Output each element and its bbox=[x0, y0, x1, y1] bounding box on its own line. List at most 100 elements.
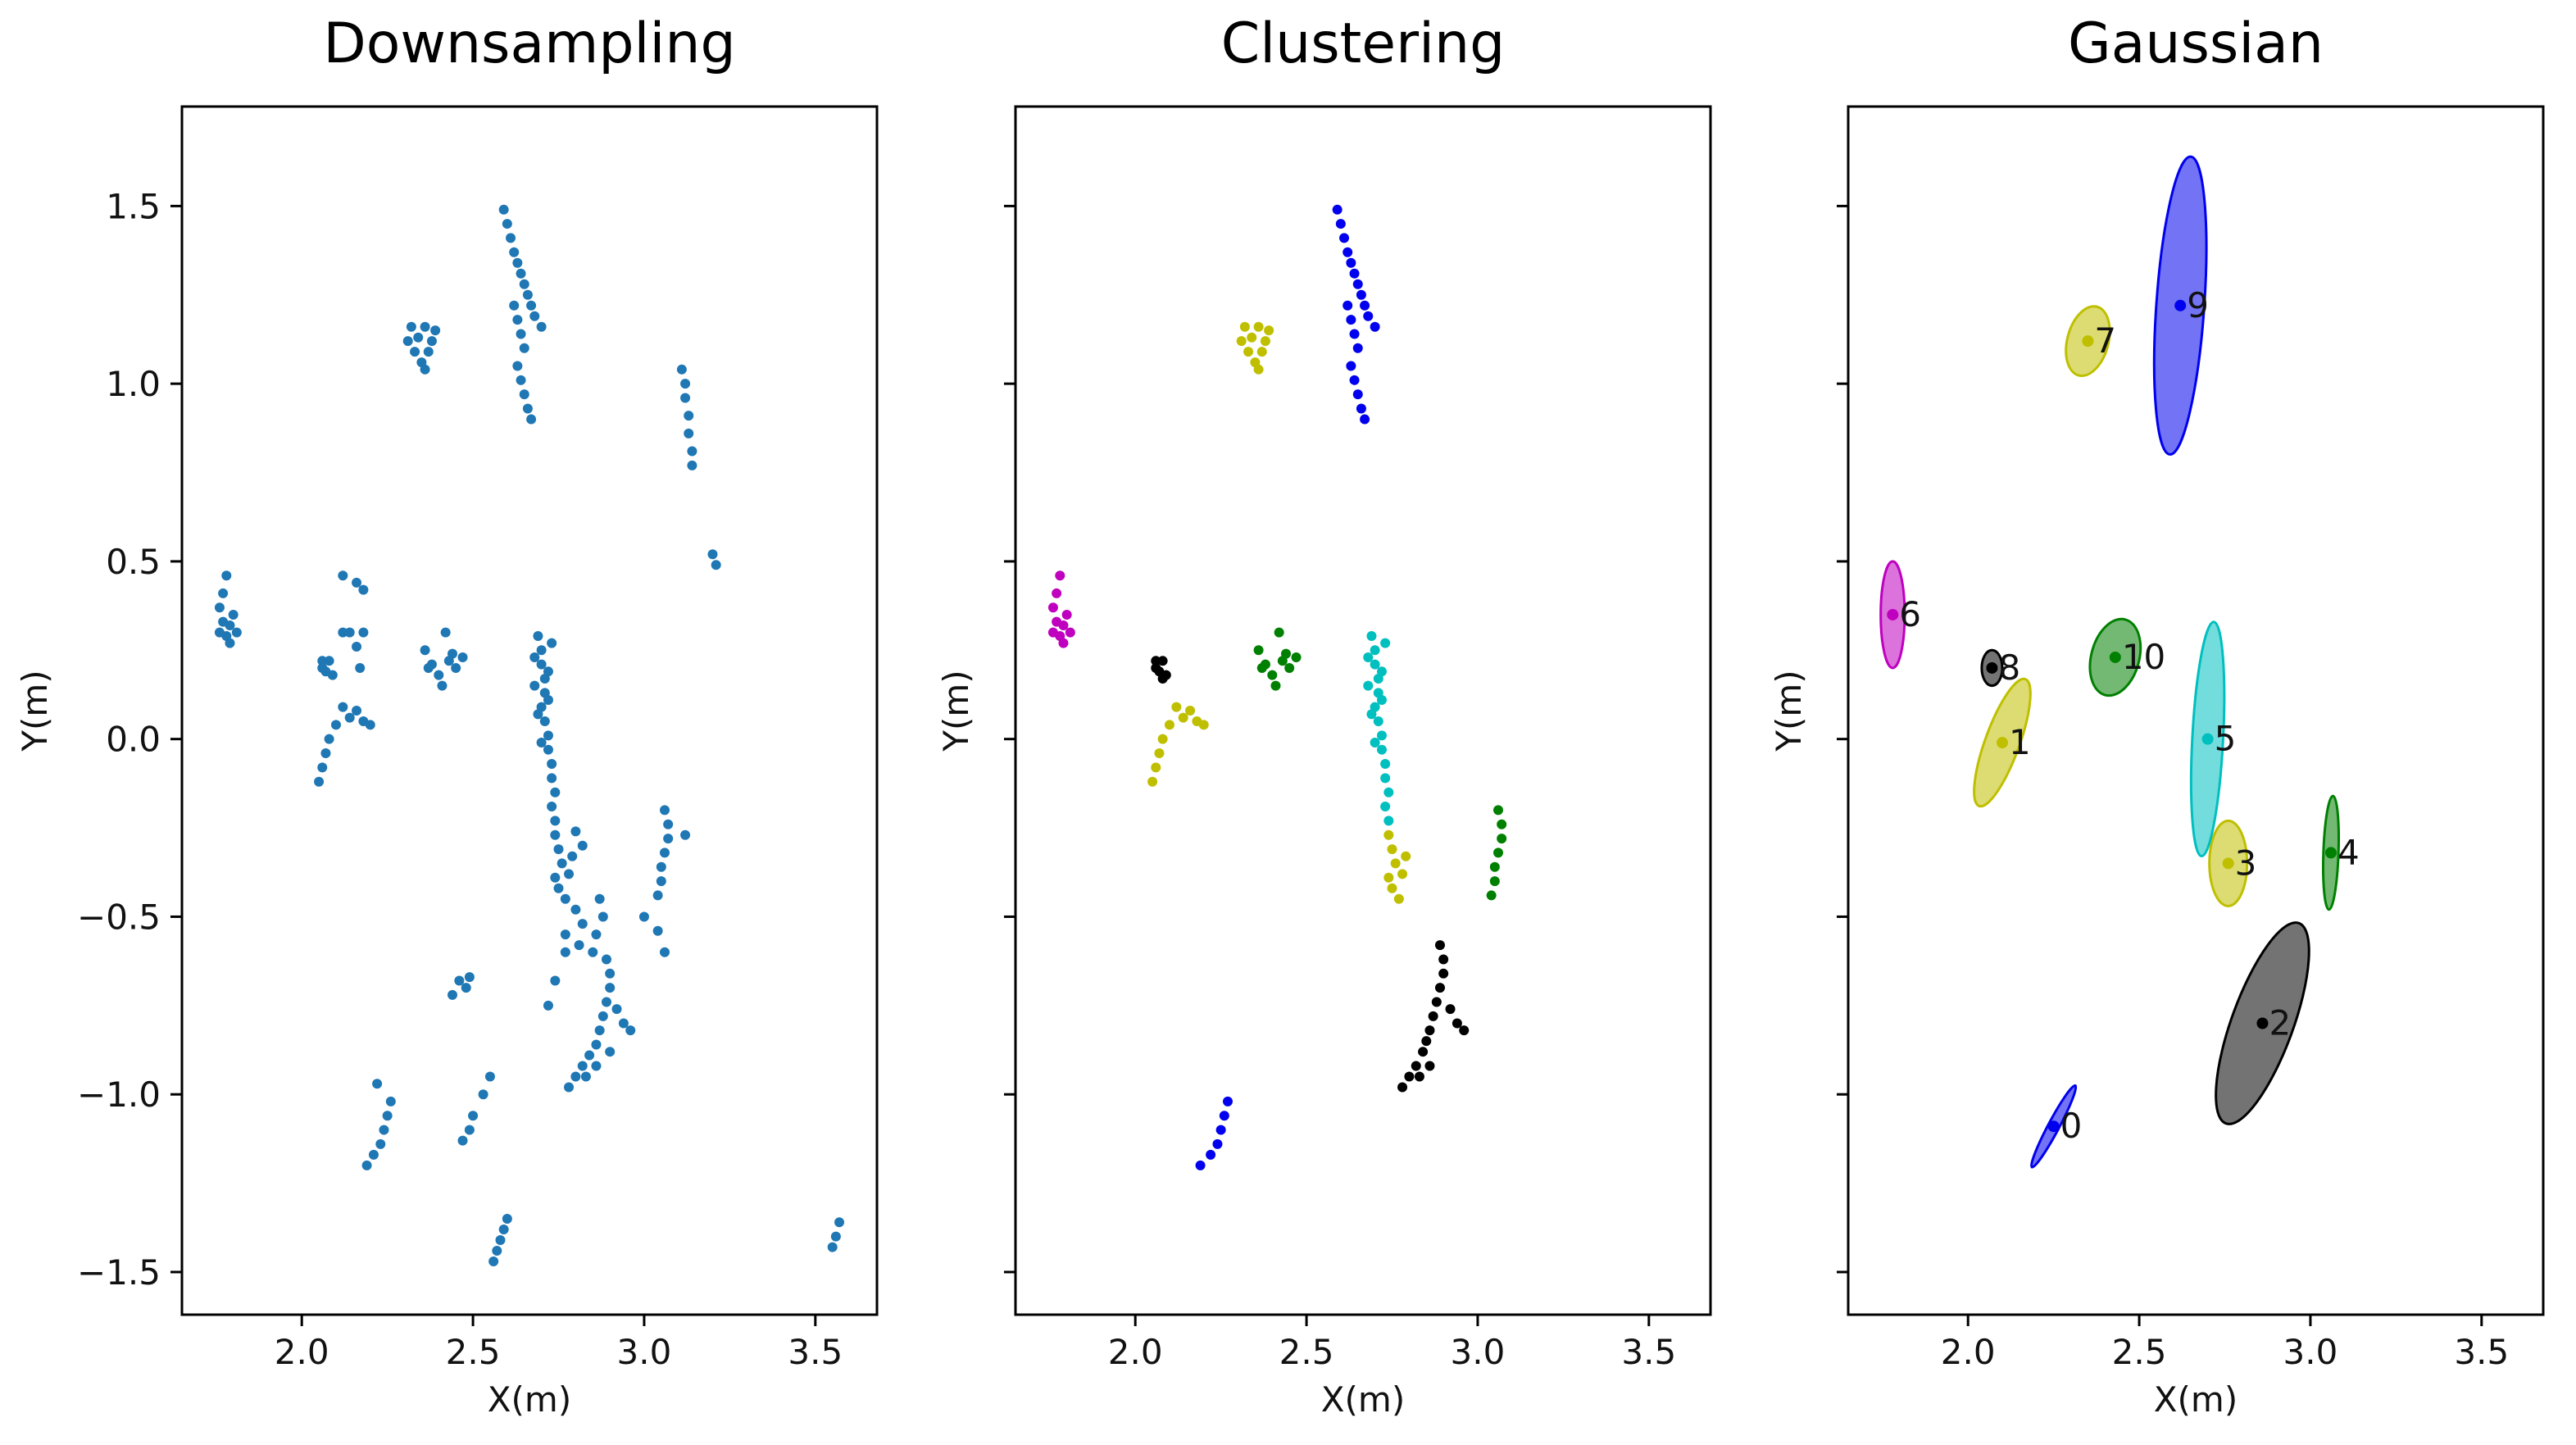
scatter-point bbox=[625, 1025, 636, 1036]
x-tick-label: 2.5 bbox=[2112, 1332, 2167, 1372]
scatter-point bbox=[338, 627, 348, 638]
scatter-point bbox=[231, 627, 242, 638]
ellipse-label: 3 bbox=[2235, 843, 2257, 883]
scatter-point bbox=[1349, 268, 1360, 279]
scatter-point bbox=[529, 680, 540, 691]
scatter-point bbox=[1346, 257, 1356, 268]
ellipse-label: 6 bbox=[1899, 594, 1921, 634]
scatter-point bbox=[379, 1125, 389, 1135]
scatter-point bbox=[1376, 744, 1387, 755]
scatter-point bbox=[1284, 662, 1295, 673]
scatter-point bbox=[557, 858, 567, 869]
scatter-point bbox=[560, 893, 570, 904]
scatter-point bbox=[352, 577, 362, 588]
scatter-point bbox=[1256, 347, 1267, 357]
scatter-point bbox=[830, 1231, 841, 1242]
scatter-point bbox=[1434, 940, 1445, 951]
y-tick-label: 0.5 bbox=[106, 542, 161, 582]
x-tick-label: 2.5 bbox=[1279, 1332, 1334, 1372]
scatter-point bbox=[1185, 706, 1196, 716]
scatter-point bbox=[214, 627, 225, 638]
scatter-point bbox=[1363, 680, 1374, 691]
y-tick-label: −0.5 bbox=[77, 897, 161, 937]
ellipse-center-point bbox=[2109, 651, 2121, 663]
scatter-point bbox=[1151, 662, 1161, 673]
scatter-point bbox=[618, 1018, 629, 1029]
scatter-point bbox=[1497, 834, 1507, 844]
scatter-point bbox=[330, 720, 341, 730]
scatter-point bbox=[550, 975, 561, 986]
scatter-point bbox=[1154, 748, 1165, 759]
scatter-point bbox=[652, 925, 663, 936]
scatter-point bbox=[1222, 1096, 1233, 1106]
scatter-point bbox=[488, 1256, 499, 1266]
scatter-point bbox=[656, 876, 666, 887]
scatter-point bbox=[1061, 609, 1072, 620]
scatter-point bbox=[684, 428, 694, 438]
scatter-point bbox=[440, 627, 451, 638]
scatter-point bbox=[533, 630, 543, 641]
scatter-point bbox=[1055, 570, 1065, 581]
scatter-point bbox=[1424, 1061, 1435, 1071]
scatter-point bbox=[443, 656, 454, 666]
scatter-point bbox=[1219, 1111, 1229, 1121]
scatter-point bbox=[1397, 869, 1408, 879]
scatter-point bbox=[584, 1050, 595, 1061]
scatter-point bbox=[543, 730, 553, 741]
scatter-point bbox=[570, 1071, 581, 1082]
ellipse-center-point bbox=[2325, 847, 2337, 859]
scatter-point bbox=[539, 716, 550, 727]
x-tick-label: 3.0 bbox=[2283, 1332, 2338, 1372]
scatter-point bbox=[547, 759, 557, 770]
scatter-point bbox=[577, 1061, 588, 1071]
scatter-point bbox=[605, 968, 616, 979]
scatter-point bbox=[457, 1135, 468, 1146]
scatter-point bbox=[1164, 720, 1174, 730]
y-axis-label: Y(m) bbox=[15, 670, 55, 752]
scatter-point bbox=[1267, 670, 1278, 680]
scatter-point bbox=[553, 844, 564, 855]
scatter-point bbox=[1274, 627, 1284, 638]
scatter-point bbox=[1178, 712, 1188, 723]
scatter-point bbox=[1215, 1125, 1226, 1135]
scatter-point bbox=[430, 325, 441, 336]
scatter-point bbox=[827, 1242, 838, 1252]
scatter-point bbox=[594, 893, 605, 904]
scatter-point bbox=[413, 332, 424, 343]
scatter-point bbox=[1370, 659, 1380, 670]
scatter-point bbox=[680, 393, 691, 403]
scatter-point bbox=[1387, 883, 1397, 893]
scatter-point bbox=[225, 638, 235, 648]
scatter-point bbox=[1212, 1138, 1223, 1149]
chart-panel-1: Downsampling 2.0 2.5 3.0 3.5 1.5 1.0 0.5 0.0 −0.5… bbox=[15, 11, 879, 1420]
scatter-point bbox=[1370, 645, 1380, 656]
scatter-point bbox=[550, 829, 561, 840]
scatter-point bbox=[314, 776, 325, 787]
scatter-point bbox=[1147, 776, 1158, 787]
scatter-point bbox=[663, 819, 674, 829]
ellipse-center-point bbox=[1986, 661, 1998, 674]
scatter-point bbox=[352, 706, 362, 716]
scatter-point bbox=[225, 620, 235, 630]
scatter-point bbox=[1366, 630, 1377, 641]
scatter-point bbox=[580, 1071, 591, 1082]
scatter-point bbox=[1343, 300, 1353, 311]
y-axis-label: Y(m) bbox=[1769, 670, 1809, 752]
scatter-point bbox=[420, 364, 430, 375]
scatter-point bbox=[1373, 716, 1383, 727]
scatter-point bbox=[536, 321, 547, 332]
x-tick-label: 3.0 bbox=[1451, 1332, 1506, 1372]
scatter-point bbox=[1370, 321, 1380, 332]
scatter-point bbox=[368, 1149, 379, 1160]
scatter-point bbox=[529, 311, 540, 321]
scatter-point bbox=[1352, 389, 1363, 400]
scatter-point bbox=[1058, 620, 1069, 630]
scatter-point bbox=[1459, 1025, 1470, 1036]
scatter-point bbox=[1438, 954, 1449, 965]
scatter-point bbox=[550, 816, 561, 826]
scatter-point bbox=[1291, 652, 1302, 662]
y-axis-label: Y(m) bbox=[936, 670, 976, 752]
scatter-point bbox=[423, 662, 434, 673]
x-tick-label: 2.0 bbox=[275, 1332, 329, 1372]
scatter-point bbox=[1332, 204, 1343, 215]
